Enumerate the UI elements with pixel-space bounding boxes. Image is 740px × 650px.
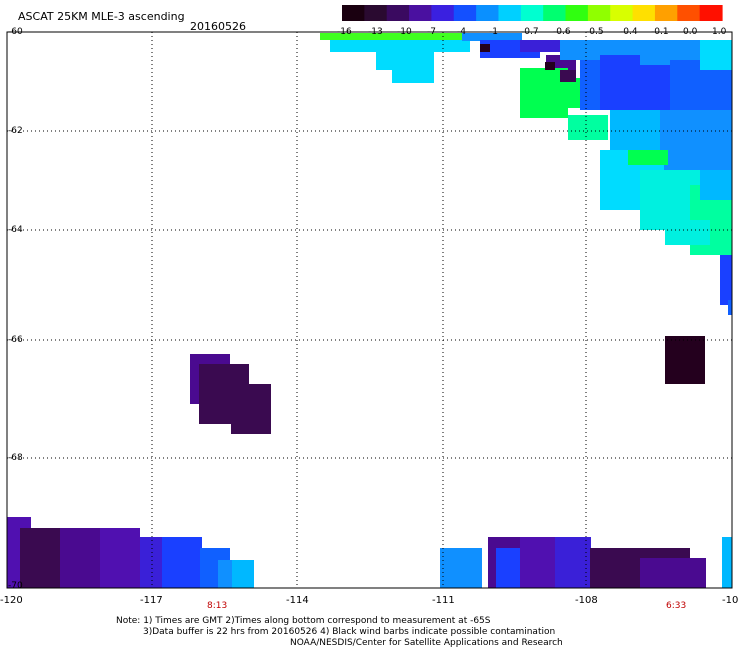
colorbar-swatch bbox=[632, 5, 656, 21]
data-cell bbox=[660, 110, 732, 170]
colorbar-label: -13 bbox=[368, 27, 383, 37]
colorbar-swatch bbox=[409, 5, 433, 21]
colorbar-label: -10 bbox=[397, 27, 412, 37]
lon-label: -108 bbox=[575, 595, 598, 606]
data-cell bbox=[560, 70, 576, 82]
data-cell bbox=[330, 40, 470, 52]
data-cell bbox=[520, 40, 560, 52]
pass-time: 8:13 bbox=[207, 601, 228, 611]
colorbar-swatch bbox=[677, 5, 701, 21]
colorbar-swatch bbox=[610, 5, 634, 21]
data-cell bbox=[545, 62, 555, 70]
colorbar-label: -0.7 bbox=[521, 27, 539, 37]
footnote-line-3: NOAA/NESDIS/Center for Satellite Applica… bbox=[290, 638, 563, 648]
gridlines bbox=[7, 32, 732, 588]
data-cell bbox=[700, 40, 732, 70]
lat-label: -60 bbox=[8, 27, 23, 37]
lon-label: -120 bbox=[0, 595, 23, 606]
lat-label: -70 bbox=[8, 581, 23, 591]
pass-time: 6:33 bbox=[666, 601, 687, 611]
lon-label: -111 bbox=[432, 595, 455, 606]
data-cell bbox=[722, 537, 732, 588]
colorbar-swatch bbox=[342, 5, 365, 21]
colorbar-swatch bbox=[431, 5, 455, 21]
data-cell bbox=[232, 560, 254, 588]
colorbar-swatch bbox=[699, 5, 723, 21]
colorbar-swatch bbox=[386, 5, 410, 21]
colorbar-swatch bbox=[654, 5, 678, 21]
data-cell bbox=[320, 33, 470, 40]
data-cell bbox=[665, 220, 710, 245]
colorbar-label: -0.4 bbox=[620, 27, 638, 37]
lat-label: -62 bbox=[8, 126, 23, 136]
map-date: 20160526 bbox=[190, 20, 246, 33]
colorbar-swatch bbox=[565, 5, 589, 21]
data-cell bbox=[640, 558, 706, 588]
colorbar-label: -0.5 bbox=[586, 27, 604, 37]
colorbar-swatch bbox=[453, 5, 477, 21]
plot-frame bbox=[6, 31, 733, 589]
colorbar-label: -0.6 bbox=[553, 27, 571, 37]
lat-label: -68 bbox=[8, 453, 23, 463]
lon-label: -10 bbox=[722, 595, 739, 606]
lat-label: -64 bbox=[8, 225, 23, 235]
data-cell bbox=[376, 52, 434, 70]
data-cell bbox=[218, 560, 232, 588]
data-cell bbox=[568, 115, 608, 140]
colorbar-label: -0.1 bbox=[651, 27, 669, 37]
footnote-line-2: 3)Data buffer is 22 hrs from 20160526 4)… bbox=[143, 627, 556, 637]
map-title: ASCAT 25KM MLE-3 ascending bbox=[18, 10, 185, 23]
colorbar-label: -4 bbox=[457, 27, 466, 37]
colorbar-swatch bbox=[498, 5, 522, 21]
colorbar-swatch bbox=[476, 5, 500, 21]
lon-label: -114 bbox=[286, 595, 309, 606]
data-cell bbox=[162, 537, 202, 588]
lon-label: -117 bbox=[140, 595, 163, 606]
footnote-line-1: Note: 1) Times are GMT 2)Times along bot… bbox=[116, 616, 491, 626]
data-cell bbox=[392, 70, 434, 83]
data-cell bbox=[480, 44, 490, 52]
data-cell bbox=[462, 33, 522, 41]
colorbar-label: -16 bbox=[337, 27, 352, 37]
lat-label: -66 bbox=[8, 335, 23, 345]
data-cell bbox=[665, 336, 705, 384]
data-cell bbox=[440, 548, 482, 588]
data-cell bbox=[700, 170, 732, 200]
colorbar-label: -1 bbox=[489, 27, 498, 37]
data-cell bbox=[628, 150, 668, 165]
data-swath bbox=[7, 33, 732, 588]
colorbar-label: 0.0 bbox=[683, 27, 698, 37]
colorbar-swatch bbox=[587, 5, 611, 21]
data-cell bbox=[231, 384, 271, 434]
colorbar-swatch bbox=[543, 5, 567, 21]
colorbar bbox=[342, 5, 723, 21]
colorbar-label: 1.0 bbox=[712, 27, 727, 37]
colorbar-swatch bbox=[520, 5, 544, 21]
colorbar-label: -7 bbox=[427, 27, 436, 37]
data-cell bbox=[555, 537, 591, 588]
data-cell bbox=[720, 255, 732, 305]
colorbar-swatch bbox=[364, 5, 388, 21]
data-cell bbox=[728, 300, 732, 315]
